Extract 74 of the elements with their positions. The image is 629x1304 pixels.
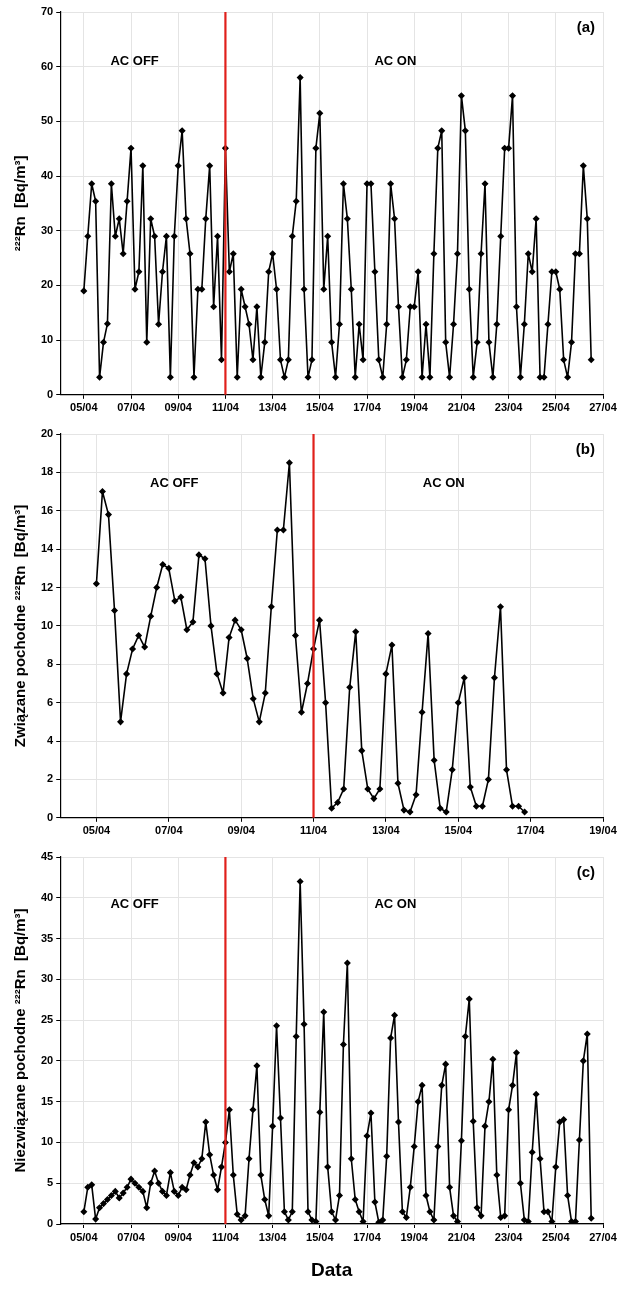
x-tick-label: 07/04 [117,401,146,414]
y-tick-label: 60 [40,59,54,72]
annotation: AC OFF [150,475,199,491]
y-tick-label: 6 [47,695,54,708]
x-tick-label: 19/04 [589,824,618,837]
x-tick-label: 27/04 [589,401,618,414]
y-tick-label: 10 [40,333,54,346]
y-tick-label: 0 [47,387,54,400]
x-tick-label: 09/04 [227,824,256,837]
x-tick-label: 05/04 [82,824,112,837]
x-tick-label: 13/04 [372,824,401,837]
y-axis-title: Niezwiązane pochodne ²²²Rn [Bq/m³] [11,908,29,1173]
x-tick-label: 13/04 [258,401,288,414]
annotation: AC ON [374,53,417,69]
x-tick-label: 25/04 [542,1230,571,1243]
y-tick-label: 40 [40,890,54,903]
y-axis-title: Związane pochodne ²²²Rn [Bq/m³] [11,504,29,748]
y-axis-title: ²²²Rn [Bq/m³] [11,155,29,252]
x-tick-label: 17/04 [353,1230,382,1243]
x-tick-label: 13/04 [258,1230,288,1243]
x-tick-label: 21/04 [447,401,477,414]
x-tick-label: 09/04 [164,1230,193,1243]
x-tick-label: 07/04 [117,1230,146,1243]
annotation: AC ON [422,475,465,491]
y-tick-label: 2 [47,772,54,785]
x-tick-label: 17/04 [516,824,546,837]
x-tick-label: 21/04 [447,1230,477,1243]
y-tick-label: 10 [40,618,54,631]
x-tick-label: 15/04 [444,824,473,837]
y-tick-label: 45 [40,850,54,863]
y-tick-label: 40 [40,169,54,182]
y-tick-label: 70 [40,5,54,18]
y-tick-label: 25 [40,1013,54,1026]
annotation: (c) [576,862,595,880]
y-tick-label: 35 [40,931,54,944]
y-tick-label: 0 [47,810,54,823]
y-tick-label: 4 [47,734,55,747]
x-tick-label: 17/04 [353,401,382,414]
y-tick-label: 16 [40,503,54,516]
y-tick-label: 12 [40,580,54,593]
x-tick-label: 05/04 [70,1230,99,1243]
y-tick-label: 50 [40,114,54,127]
y-tick-label: 20 [40,427,54,440]
y-tick-label: 30 [40,972,54,985]
annotation: AC ON [374,896,417,912]
x-axis-title: Data [311,1258,353,1280]
x-tick-label: 07/04 [155,824,184,837]
y-tick-label: 14 [40,542,55,555]
x-tick-label: 15/04 [306,1230,335,1243]
y-tick-label: 10 [40,1135,54,1148]
x-tick-label: 23/04 [494,401,524,414]
annotation: (a) [576,17,595,35]
annotation: AC OFF [110,53,159,69]
x-tick-label: 05/04 [70,401,99,414]
x-tick-label: 27/04 [589,1230,618,1243]
x-tick-label: 23/04 [494,1230,524,1243]
y-tick-label: 5 [47,1176,54,1189]
x-tick-label: 09/04 [164,401,193,414]
y-tick-label: 30 [40,223,54,236]
y-tick-label: 18 [40,465,54,478]
y-tick-label: 15 [40,1094,54,1107]
y-tick-label: 0 [47,1217,54,1230]
x-tick-label: 19/04 [400,401,429,414]
annotation: (b) [575,439,595,457]
x-tick-label: 19/04 [400,1230,429,1243]
y-tick-label: 20 [40,1053,54,1066]
x-tick-label: 11/04 [300,824,328,837]
x-tick-label: 25/04 [542,401,571,414]
x-tick-label: 11/04 [211,1230,240,1243]
annotation: AC OFF [110,896,159,912]
x-tick-label: 15/04 [306,401,335,414]
x-tick-label: 11/04 [211,401,240,414]
y-tick-label: 8 [47,657,54,670]
y-tick-label: 20 [40,278,54,291]
